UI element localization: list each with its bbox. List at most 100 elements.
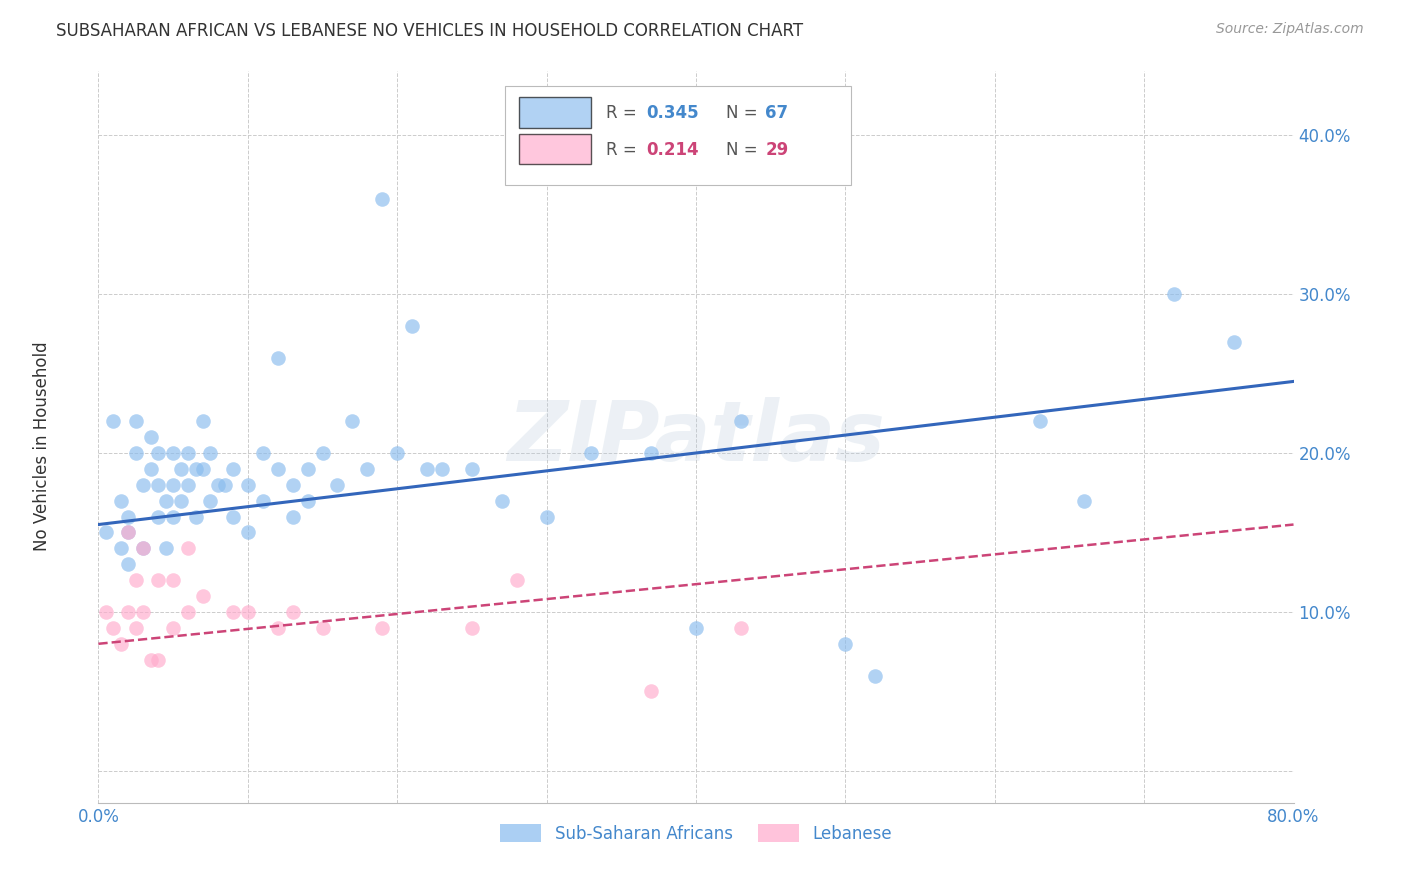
Point bbox=[132, 541, 155, 556]
Point bbox=[1073, 493, 1095, 508]
FancyBboxPatch shape bbox=[519, 97, 591, 128]
Point bbox=[834, 637, 856, 651]
Point bbox=[132, 605, 155, 619]
Point bbox=[236, 525, 259, 540]
Point bbox=[267, 351, 290, 365]
FancyBboxPatch shape bbox=[519, 134, 591, 164]
Point bbox=[461, 462, 484, 476]
Point bbox=[125, 621, 148, 635]
Point bbox=[267, 621, 290, 635]
Text: N =: N = bbox=[725, 141, 762, 159]
Point bbox=[730, 414, 752, 428]
Point bbox=[177, 541, 200, 556]
Point bbox=[1028, 414, 1050, 428]
Point bbox=[200, 446, 222, 460]
Point bbox=[281, 509, 304, 524]
Point bbox=[148, 509, 170, 524]
Point bbox=[1163, 287, 1185, 301]
Point bbox=[326, 477, 349, 491]
Point bbox=[385, 446, 409, 460]
Point bbox=[297, 462, 319, 476]
Point bbox=[132, 541, 155, 556]
Text: 67: 67 bbox=[765, 104, 789, 122]
Point bbox=[148, 573, 170, 587]
Point bbox=[430, 462, 453, 476]
Point bbox=[162, 446, 184, 460]
Text: 29: 29 bbox=[765, 141, 789, 159]
Point bbox=[401, 318, 423, 333]
Point bbox=[139, 430, 162, 444]
Text: No Vehicles in Household: No Vehicles in Household bbox=[34, 341, 51, 551]
Point bbox=[155, 493, 177, 508]
Point bbox=[139, 462, 162, 476]
Point bbox=[207, 477, 229, 491]
Point bbox=[162, 573, 184, 587]
Point bbox=[148, 446, 170, 460]
Point bbox=[252, 446, 274, 460]
Point bbox=[581, 446, 603, 460]
Point bbox=[281, 605, 304, 619]
Point bbox=[236, 605, 259, 619]
Point bbox=[506, 573, 529, 587]
Point bbox=[148, 653, 170, 667]
Point bbox=[371, 192, 394, 206]
Point bbox=[155, 541, 177, 556]
Point bbox=[865, 668, 887, 682]
Point bbox=[148, 477, 170, 491]
Point bbox=[132, 477, 155, 491]
Point bbox=[222, 462, 245, 476]
Point bbox=[110, 493, 132, 508]
Point bbox=[94, 525, 117, 540]
Point bbox=[236, 477, 259, 491]
Text: SUBSAHARAN AFRICAN VS LEBANESE NO VEHICLES IN HOUSEHOLD CORRELATION CHART: SUBSAHARAN AFRICAN VS LEBANESE NO VEHICL… bbox=[56, 22, 803, 40]
Point bbox=[94, 605, 117, 619]
Point bbox=[191, 462, 214, 476]
Point bbox=[177, 477, 200, 491]
Point bbox=[311, 446, 333, 460]
Point bbox=[297, 493, 319, 508]
Point bbox=[200, 493, 222, 508]
Point bbox=[730, 621, 752, 635]
Point bbox=[214, 477, 236, 491]
Legend: Sub-Saharan Africans, Lebanese: Sub-Saharan Africans, Lebanese bbox=[494, 818, 898, 849]
Point bbox=[342, 414, 364, 428]
Point bbox=[222, 509, 245, 524]
Point bbox=[169, 462, 191, 476]
Point bbox=[162, 621, 184, 635]
Point bbox=[110, 637, 132, 651]
Point bbox=[184, 462, 207, 476]
Point bbox=[139, 653, 162, 667]
Point bbox=[461, 621, 484, 635]
Point bbox=[640, 684, 662, 698]
Point bbox=[103, 621, 125, 635]
Text: N =: N = bbox=[725, 104, 762, 122]
Point bbox=[1223, 334, 1246, 349]
Point bbox=[117, 525, 139, 540]
Point bbox=[267, 462, 290, 476]
Point bbox=[356, 462, 378, 476]
Point bbox=[117, 525, 139, 540]
Point bbox=[222, 605, 245, 619]
Point bbox=[536, 509, 558, 524]
Point bbox=[162, 509, 184, 524]
Point bbox=[117, 605, 139, 619]
Point bbox=[281, 477, 304, 491]
Point bbox=[311, 621, 333, 635]
Point bbox=[125, 414, 148, 428]
Point bbox=[117, 509, 139, 524]
Text: Source: ZipAtlas.com: Source: ZipAtlas.com bbox=[1216, 22, 1364, 37]
Point bbox=[191, 589, 214, 603]
Point bbox=[371, 621, 394, 635]
Point bbox=[491, 493, 513, 508]
Point bbox=[125, 573, 148, 587]
Point bbox=[117, 558, 139, 572]
Point bbox=[162, 477, 184, 491]
Text: ZIPatlas: ZIPatlas bbox=[508, 397, 884, 477]
Point bbox=[125, 446, 148, 460]
Text: 0.345: 0.345 bbox=[645, 104, 699, 122]
Point bbox=[110, 541, 132, 556]
Point bbox=[177, 446, 200, 460]
Point bbox=[191, 414, 214, 428]
Text: 0.214: 0.214 bbox=[645, 141, 699, 159]
Point bbox=[169, 493, 191, 508]
